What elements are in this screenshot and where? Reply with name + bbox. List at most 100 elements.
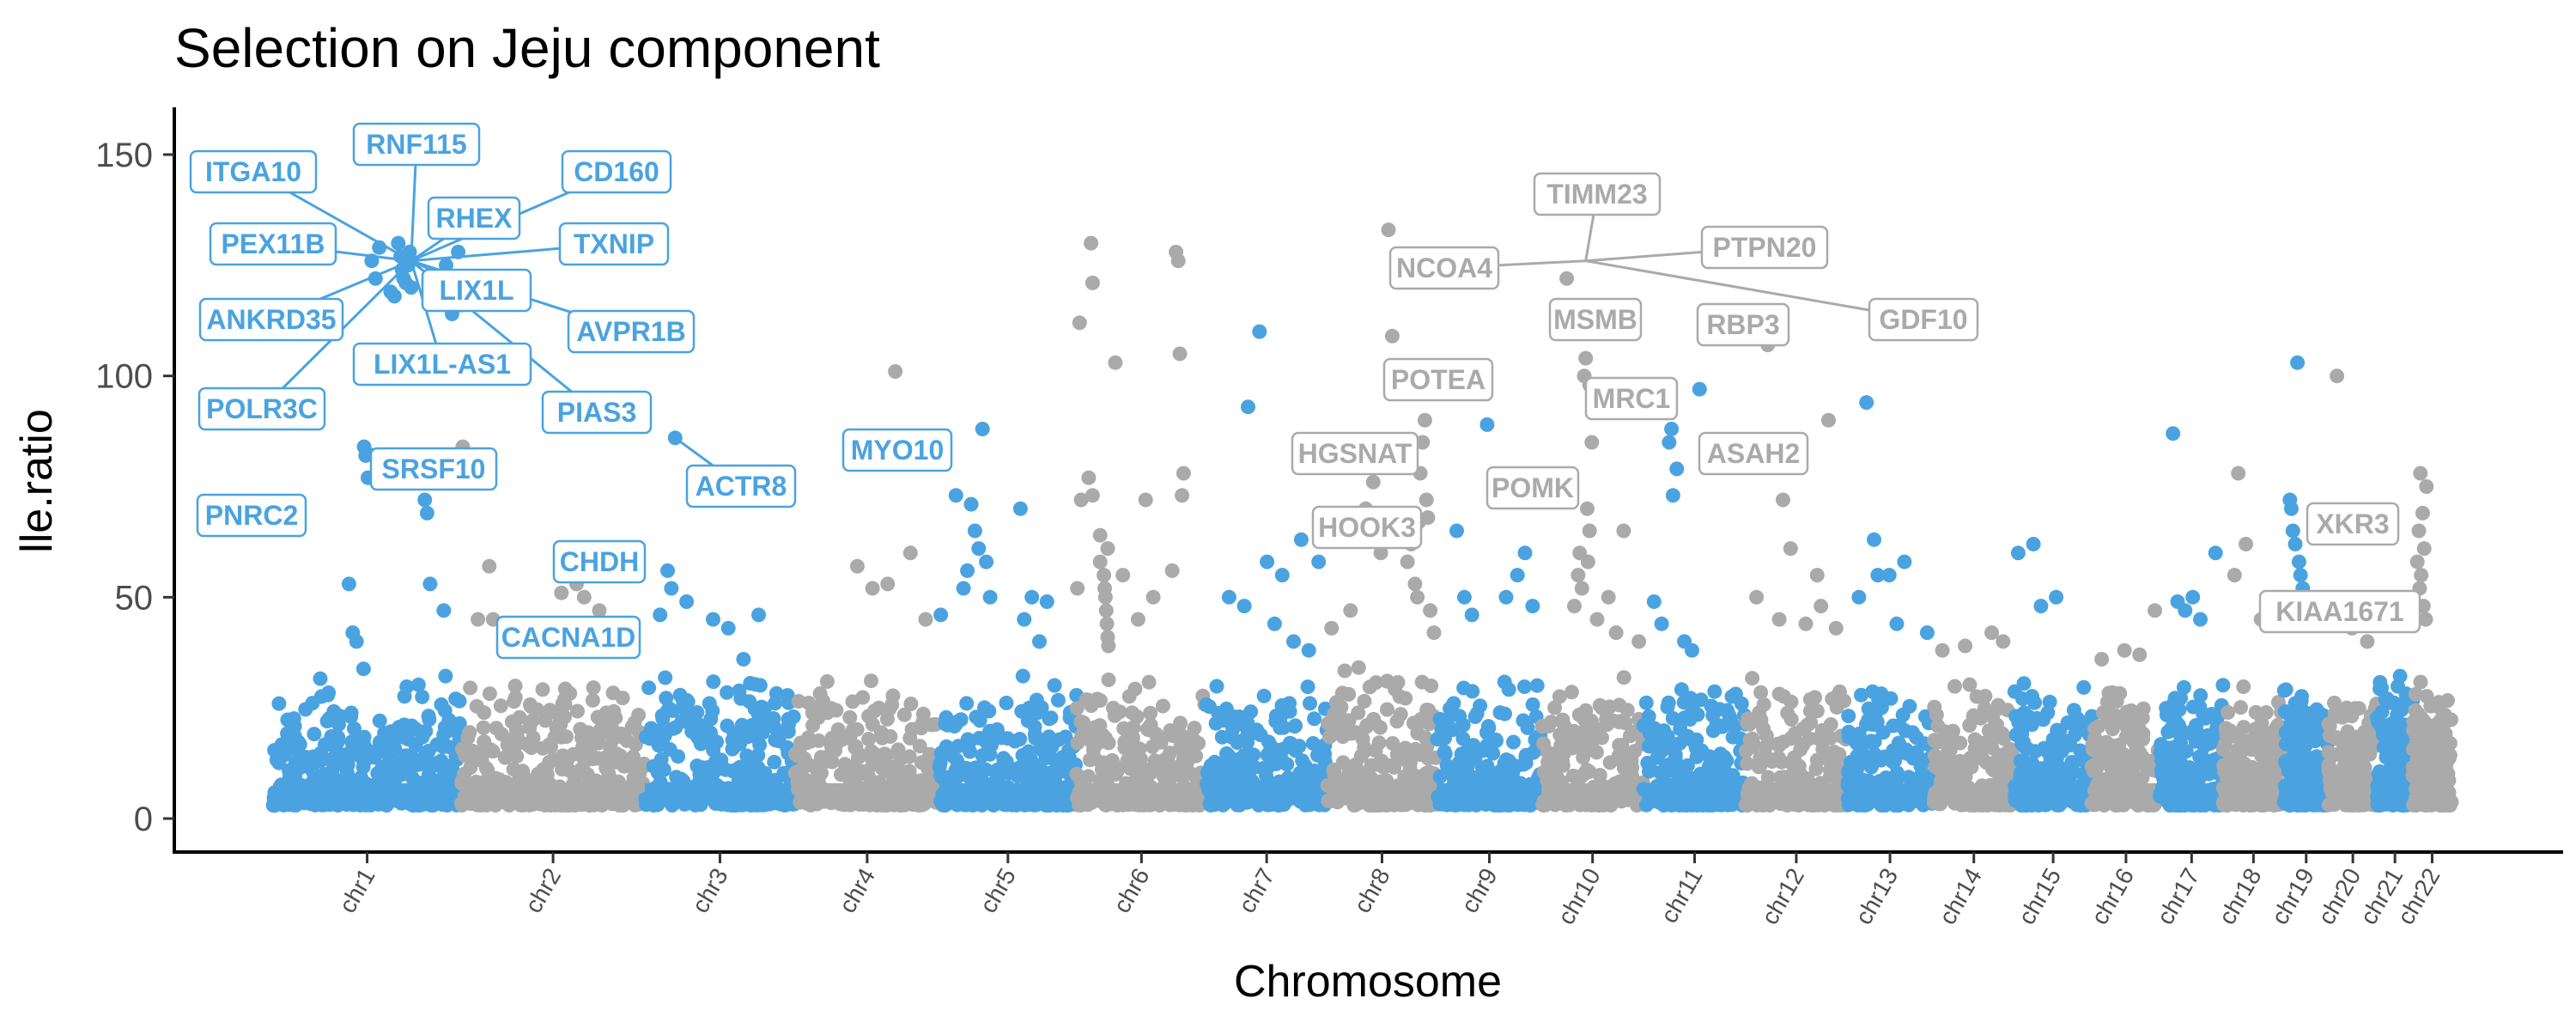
data-point xyxy=(1612,697,1627,713)
outlier-point xyxy=(1821,412,1836,428)
data-point xyxy=(1485,771,1500,787)
data-point xyxy=(2372,764,2387,779)
data-point xyxy=(2348,757,2363,772)
data-point xyxy=(343,705,359,721)
data-point xyxy=(1291,739,1307,754)
data-point xyxy=(1007,734,1023,749)
outlier-point xyxy=(2284,501,2299,516)
data-point xyxy=(747,677,762,692)
data-point xyxy=(509,749,525,764)
data-point xyxy=(392,766,407,782)
gene-label-text: SRSF10 xyxy=(382,454,486,484)
outlier-points xyxy=(341,138,2434,667)
gene-label-box xyxy=(1533,172,1662,216)
data-point xyxy=(1868,717,1884,733)
outlier-point xyxy=(1631,634,1647,649)
data-point xyxy=(1638,695,1654,710)
data-point xyxy=(2370,710,2385,726)
data-point xyxy=(750,763,766,778)
data-point xyxy=(732,683,747,698)
gene-label: POMK xyxy=(1485,466,1580,510)
data-point xyxy=(321,711,337,727)
x-ticks: chr1 chr2 chr3 chr4 chr5 chr6 chr7 chr8 chr9 chr1… xyxy=(334,852,2445,929)
data-point xyxy=(1498,706,1512,721)
outlier-point xyxy=(1510,568,1525,583)
gene-label-box xyxy=(1485,466,1580,510)
data-point xyxy=(2173,735,2188,750)
label-leader-line xyxy=(1585,259,1924,321)
outlier-point xyxy=(436,603,452,618)
data-point xyxy=(1577,712,1592,728)
data-point xyxy=(1242,726,1257,741)
outlier-point xyxy=(849,558,865,574)
x-tick-label: chr18 xyxy=(2214,864,2267,929)
data-point xyxy=(1765,754,1780,769)
data-point xyxy=(2339,700,2354,715)
data-point xyxy=(535,682,550,697)
outlier-point xyxy=(2185,589,2201,605)
x-tick-label: chr4 xyxy=(834,864,880,918)
data-point xyxy=(1501,682,1516,697)
x-tick-label: chr6 xyxy=(1108,864,1154,918)
data-point xyxy=(1337,714,1352,729)
data-point xyxy=(861,709,877,724)
data-point xyxy=(2021,709,2037,724)
points-chr2 xyxy=(454,679,653,813)
gene-label-text: PTPN20 xyxy=(1713,232,1817,263)
data-point xyxy=(1740,715,1755,731)
outlier-point xyxy=(2293,568,2308,583)
data-point xyxy=(1780,705,1795,721)
data-point xyxy=(1156,758,1171,774)
gene-label: AVPR1B xyxy=(567,309,696,354)
data-point xyxy=(1413,747,1428,762)
data-point xyxy=(1640,755,1656,770)
gene-label-box xyxy=(541,390,653,435)
data-point xyxy=(740,752,756,767)
outlier-point xyxy=(1311,554,1327,569)
data-point xyxy=(1082,730,1097,746)
outlier-point xyxy=(1084,488,1100,503)
data-point xyxy=(2278,682,2293,697)
data-point xyxy=(811,733,826,748)
gene-label: ACTR8 xyxy=(685,464,797,508)
outlier-point xyxy=(1608,625,1624,641)
outlier-point xyxy=(1814,599,1829,614)
data-point xyxy=(1783,694,1799,709)
outlier-point xyxy=(2148,603,2162,618)
outlier-point xyxy=(1692,381,1707,397)
data-point xyxy=(1334,699,1349,715)
dense-band-chr14 xyxy=(1933,782,2015,806)
x-tick-label: chr16 xyxy=(2086,864,2139,929)
outlier-point xyxy=(933,607,949,623)
data-point xyxy=(1695,769,1710,784)
points-chr16 xyxy=(2084,685,2167,813)
data-point xyxy=(2087,721,2103,737)
gene-label-text: ANKRD35 xyxy=(206,304,336,335)
data-point xyxy=(2327,695,2342,710)
data-point xyxy=(934,770,950,785)
data-point xyxy=(2281,706,2296,721)
outlier-point xyxy=(1384,328,1400,344)
data-point xyxy=(2129,742,2144,758)
gene-label-text: RBP3 xyxy=(1706,309,1779,340)
data-point xyxy=(506,731,521,746)
data-point xyxy=(1164,728,1180,743)
data-point xyxy=(2099,734,2114,750)
data-point xyxy=(1516,713,1531,728)
gene-label: LIX1L xyxy=(421,268,532,313)
gene-label-text: GDF10 xyxy=(1879,304,1967,335)
outlier-point xyxy=(1589,612,1605,627)
points-chr14 xyxy=(1926,677,2020,813)
x-tick-label: chr2 xyxy=(519,864,566,918)
data-point xyxy=(1641,709,1656,724)
data-point xyxy=(1212,764,1227,779)
gene-label: PIAS3 xyxy=(541,390,653,435)
data-point xyxy=(462,725,477,740)
data-point xyxy=(999,695,1014,710)
data-point xyxy=(1432,769,1448,784)
data-point xyxy=(485,770,501,786)
data-point xyxy=(1443,701,1458,716)
points-chr15 xyxy=(2007,676,2099,813)
